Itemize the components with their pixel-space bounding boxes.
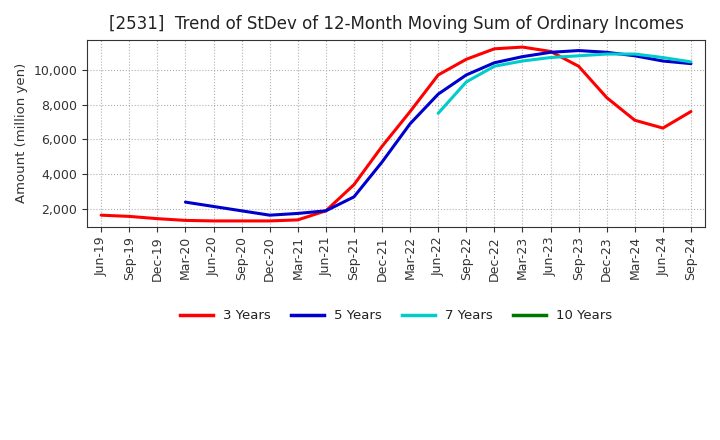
3 Years <box>631 117 639 123</box>
Title: [2531]  Trend of StDev of 12-Month Moving Sum of Ordinary Incomes: [2531] Trend of StDev of 12-Month Moving… <box>109 15 683 33</box>
5 Years <box>238 208 246 213</box>
7 Years <box>603 51 611 57</box>
5 Years <box>266 213 274 218</box>
5 Years <box>518 54 527 59</box>
3 Years <box>294 217 302 223</box>
3 Years <box>266 218 274 224</box>
5 Years <box>434 92 443 97</box>
7 Years <box>518 59 527 64</box>
7 Years <box>575 53 583 59</box>
3 Years <box>406 109 415 114</box>
3 Years <box>378 144 387 149</box>
7 Years <box>490 64 499 69</box>
5 Years <box>294 211 302 216</box>
5 Years <box>406 121 415 126</box>
Y-axis label: Amount (million yen): Amount (million yen) <box>15 63 28 203</box>
3 Years <box>659 125 667 131</box>
Line: 3 Years: 3 Years <box>102 47 691 221</box>
5 Years <box>659 59 667 64</box>
3 Years <box>153 216 162 221</box>
5 Years <box>631 53 639 59</box>
5 Years <box>687 61 696 66</box>
7 Years <box>462 79 471 84</box>
Line: 5 Years: 5 Years <box>186 51 691 215</box>
7 Years <box>687 59 696 65</box>
3 Years <box>322 208 330 213</box>
5 Years <box>210 204 218 209</box>
3 Years <box>434 72 443 77</box>
5 Years <box>462 72 471 77</box>
3 Years <box>603 95 611 100</box>
5 Years <box>378 159 387 165</box>
3 Years <box>462 57 471 62</box>
7 Years <box>546 55 555 60</box>
3 Years <box>125 214 134 219</box>
5 Years <box>181 199 190 205</box>
3 Years <box>238 218 246 224</box>
3 Years <box>210 218 218 224</box>
5 Years <box>546 50 555 55</box>
5 Years <box>350 194 359 199</box>
3 Years <box>350 182 359 187</box>
3 Years <box>97 213 106 218</box>
7 Years <box>434 110 443 116</box>
7 Years <box>631 51 639 57</box>
3 Years <box>181 218 190 223</box>
5 Years <box>322 208 330 213</box>
5 Years <box>603 50 611 55</box>
3 Years <box>518 44 527 50</box>
7 Years <box>659 55 667 60</box>
Legend: 3 Years, 5 Years, 7 Years, 10 Years: 3 Years, 5 Years, 7 Years, 10 Years <box>174 304 618 327</box>
3 Years <box>687 109 696 114</box>
Line: 7 Years: 7 Years <box>438 54 691 113</box>
5 Years <box>575 48 583 53</box>
5 Years <box>490 60 499 66</box>
3 Years <box>575 64 583 69</box>
3 Years <box>546 49 555 54</box>
3 Years <box>490 46 499 51</box>
